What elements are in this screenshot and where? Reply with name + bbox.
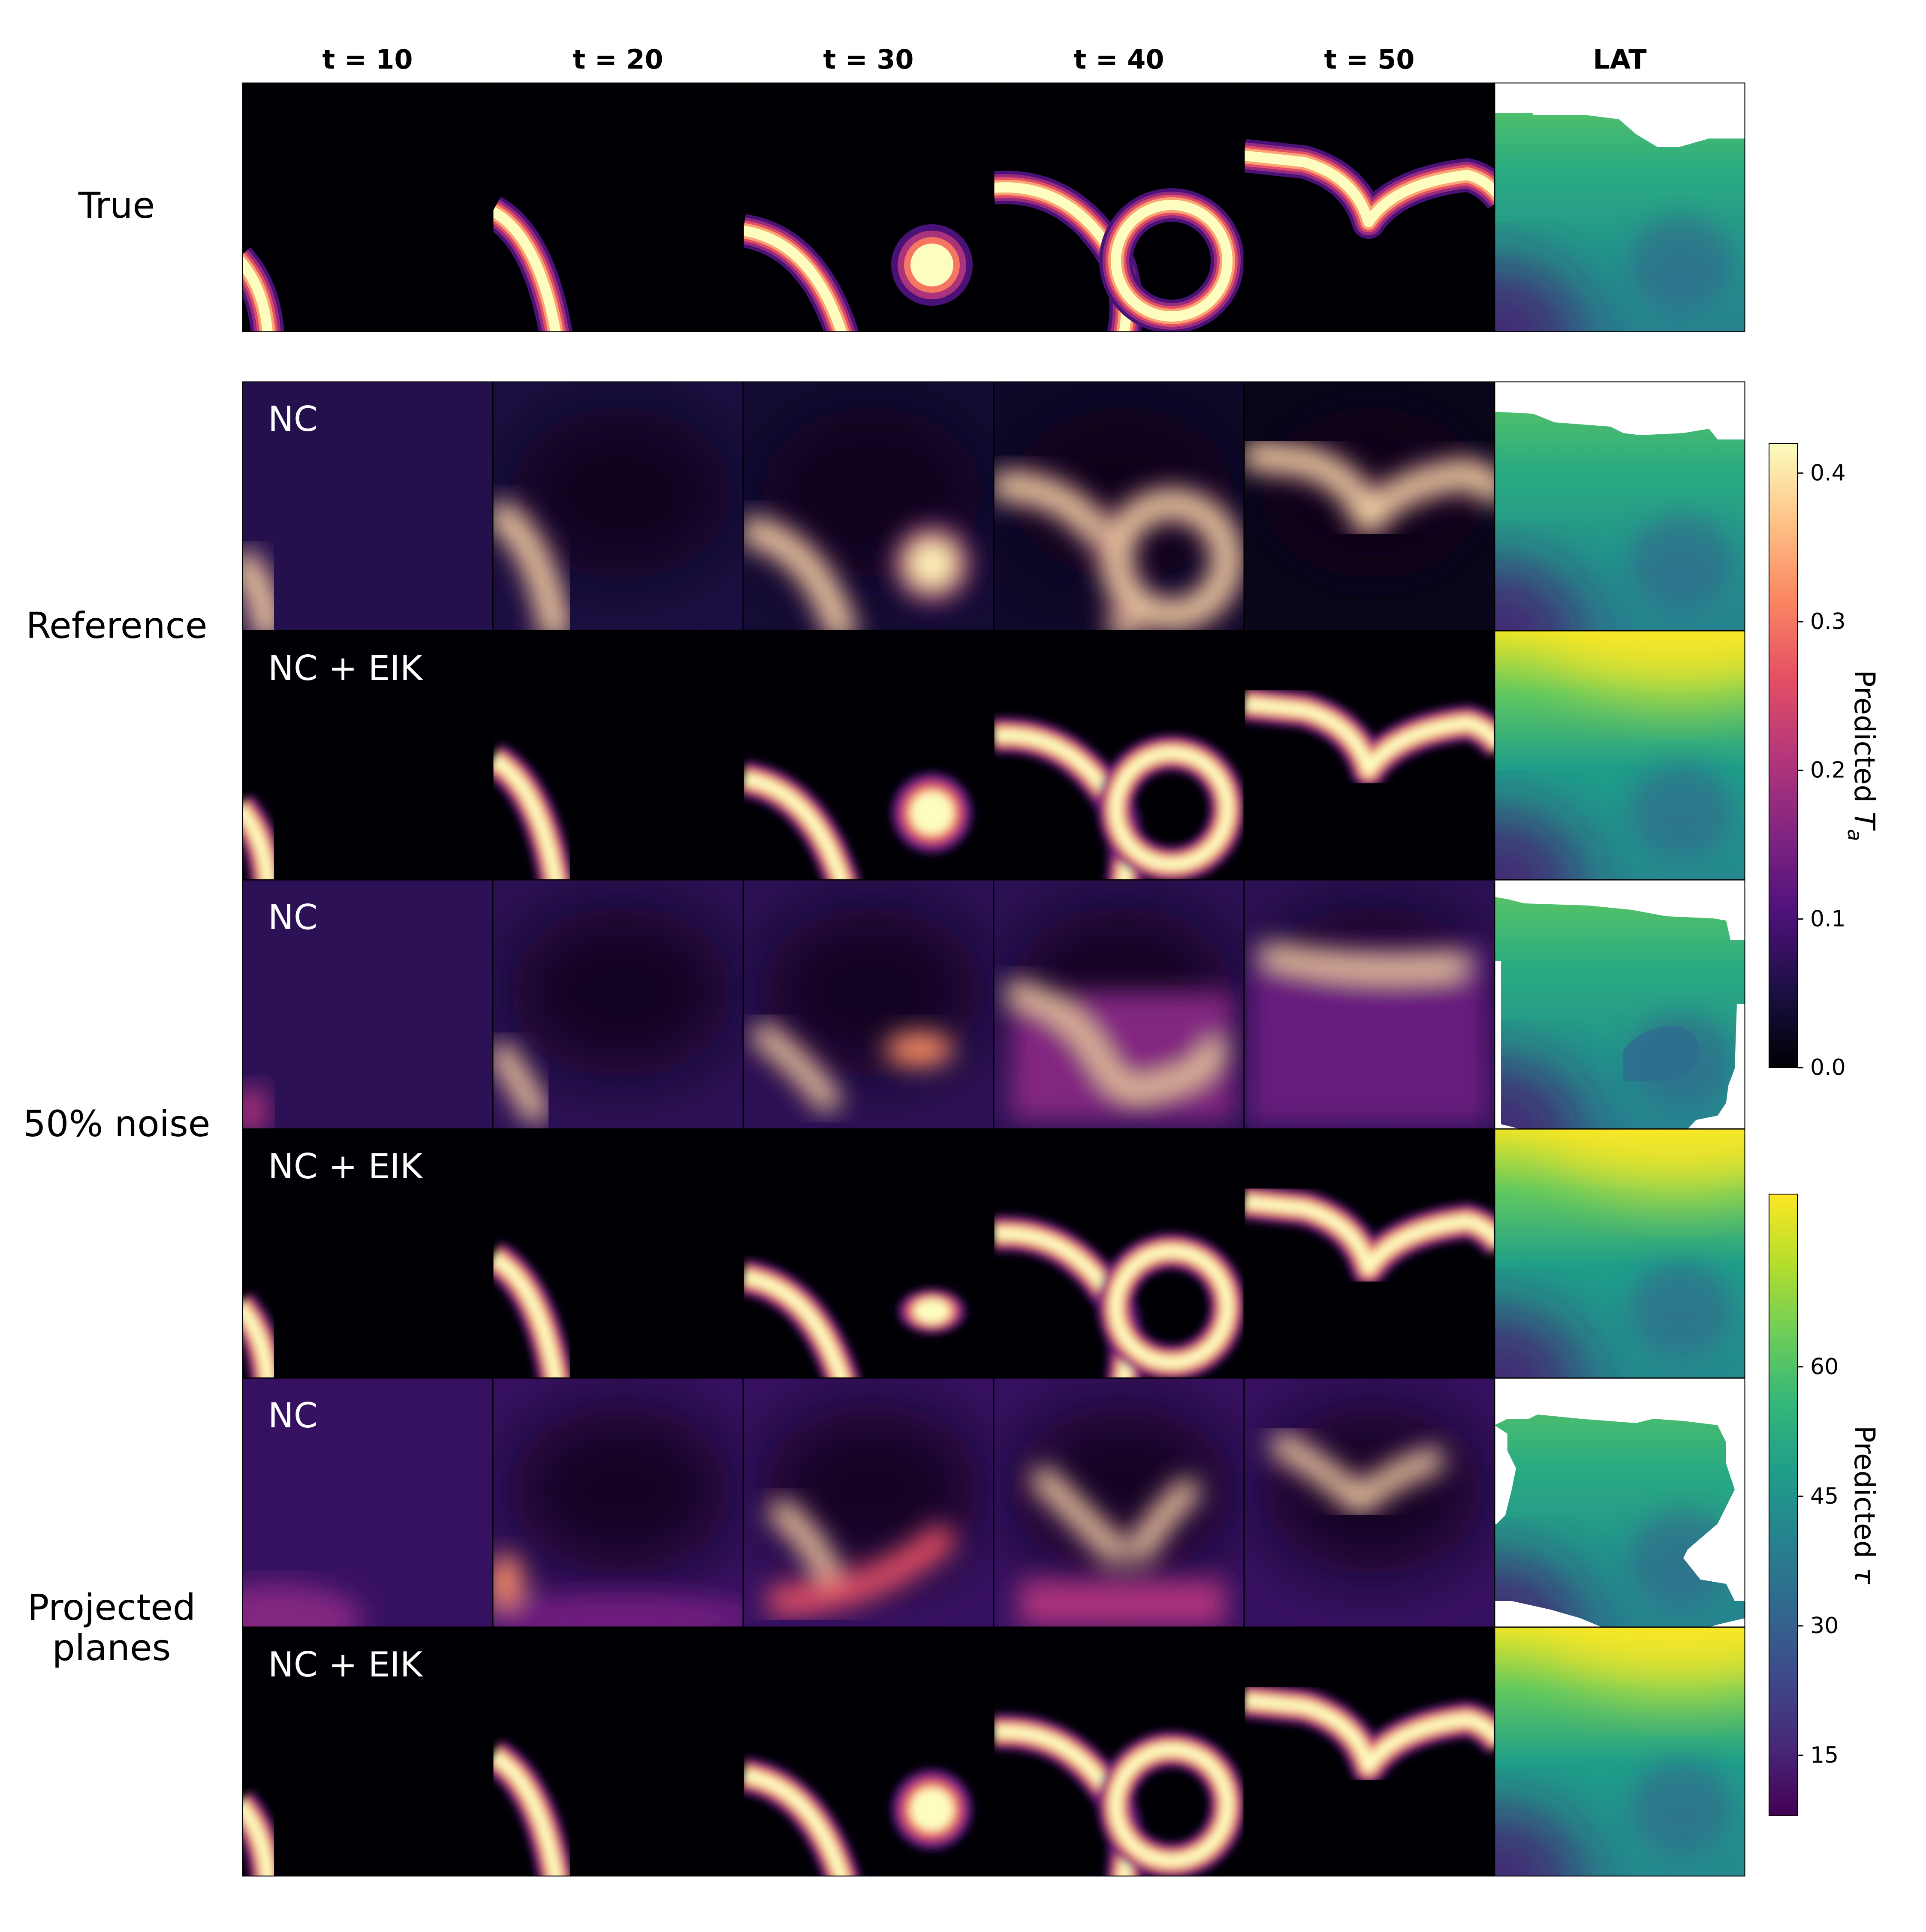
row-group-label: 50% noise bbox=[23, 1103, 211, 1145]
row-group-label: Projected bbox=[27, 1586, 196, 1628]
colorbar-tick-label: 15 bbox=[1810, 1742, 1839, 1768]
panel bbox=[993, 82, 1245, 332]
column-title: t = 30 bbox=[823, 44, 913, 75]
panel bbox=[242, 630, 493, 880]
panel bbox=[743, 1129, 994, 1378]
panel bbox=[993, 1378, 1245, 1628]
panel bbox=[743, 1627, 994, 1877]
panel bbox=[492, 82, 744, 332]
panel bbox=[1494, 630, 1745, 880]
panel bbox=[743, 630, 994, 880]
panel bbox=[993, 879, 1245, 1129]
panel bbox=[1244, 879, 1495, 1129]
panel bbox=[492, 879, 744, 1129]
column-title: t = 20 bbox=[573, 44, 663, 75]
panel bbox=[242, 381, 493, 631]
panel bbox=[1494, 82, 1745, 332]
column-title: t = 40 bbox=[1073, 44, 1164, 75]
panel bbox=[242, 82, 493, 332]
method-label: NC + EIK bbox=[268, 1645, 424, 1685]
panel bbox=[993, 381, 1245, 631]
row-group-label: Reference bbox=[26, 605, 208, 647]
panel bbox=[242, 879, 493, 1129]
colorbar bbox=[1769, 1194, 1798, 1816]
panel bbox=[743, 1378, 994, 1628]
column-title: LAT bbox=[1593, 44, 1647, 75]
panel bbox=[1494, 879, 1745, 1129]
method-label: NC + EIK bbox=[268, 648, 424, 688]
colorbar-label: Predicted Ta bbox=[1843, 670, 1881, 841]
panel bbox=[1244, 82, 1495, 332]
colorbar-tick-label: 0.1 bbox=[1810, 906, 1846, 932]
colorbar-tick-label: 30 bbox=[1810, 1613, 1839, 1639]
method-label: NC bbox=[268, 399, 318, 439]
row-group-label: True bbox=[78, 184, 155, 226]
panel bbox=[1244, 1378, 1495, 1628]
column-title: t = 10 bbox=[322, 44, 413, 75]
panel bbox=[492, 1627, 744, 1877]
panel bbox=[1244, 630, 1495, 880]
panel bbox=[492, 1378, 744, 1628]
column-titles: t = 10 t = 20 t = 30 t = 40 t = 50 LAT bbox=[322, 44, 1646, 75]
panel-grid: NC NC + EIK NC NC + EIK NC NC + EIK bbox=[242, 82, 1745, 1877]
panel bbox=[1494, 381, 1745, 631]
panel bbox=[993, 630, 1245, 880]
panel bbox=[1244, 1627, 1495, 1877]
method-label: NC + EIK bbox=[268, 1147, 424, 1186]
panel bbox=[1494, 1627, 1745, 1877]
row-group-label: planes bbox=[52, 1627, 171, 1669]
panel bbox=[242, 1129, 493, 1378]
colorbar-tick-label: 0.0 bbox=[1810, 1055, 1846, 1080]
column-title: t = 50 bbox=[1324, 44, 1414, 75]
panel bbox=[242, 1378, 493, 1628]
panel bbox=[1244, 1129, 1495, 1378]
panel bbox=[993, 1627, 1245, 1877]
panel bbox=[993, 1129, 1245, 1378]
colorbars: 0.0 0.1 0.2 0.3 0.4 Predicted Ta 15 30 45 60 Predi… bbox=[1769, 443, 1881, 1816]
method-label: NC bbox=[268, 897, 318, 937]
colorbar-tick-label: 0.3 bbox=[1810, 609, 1846, 635]
panel bbox=[242, 1627, 493, 1877]
panel bbox=[743, 879, 994, 1129]
colorbar-label: Predicted τ bbox=[1848, 1426, 1881, 1585]
panel bbox=[492, 381, 744, 631]
panel bbox=[1494, 1129, 1745, 1378]
panel bbox=[743, 381, 994, 631]
colorbar-tick-label: 0.2 bbox=[1810, 758, 1846, 783]
panel bbox=[1494, 1378, 1745, 1628]
method-label: NC bbox=[268, 1396, 318, 1435]
colorbar-tick-label: 60 bbox=[1810, 1354, 1839, 1380]
panel bbox=[743, 82, 994, 332]
panel bbox=[492, 630, 744, 880]
colorbar-tick-label: 0.4 bbox=[1810, 460, 1846, 486]
panel bbox=[1244, 381, 1495, 631]
colorbar bbox=[1769, 443, 1798, 1068]
colorbar-tick-label: 45 bbox=[1810, 1484, 1839, 1509]
panel bbox=[492, 1129, 744, 1378]
